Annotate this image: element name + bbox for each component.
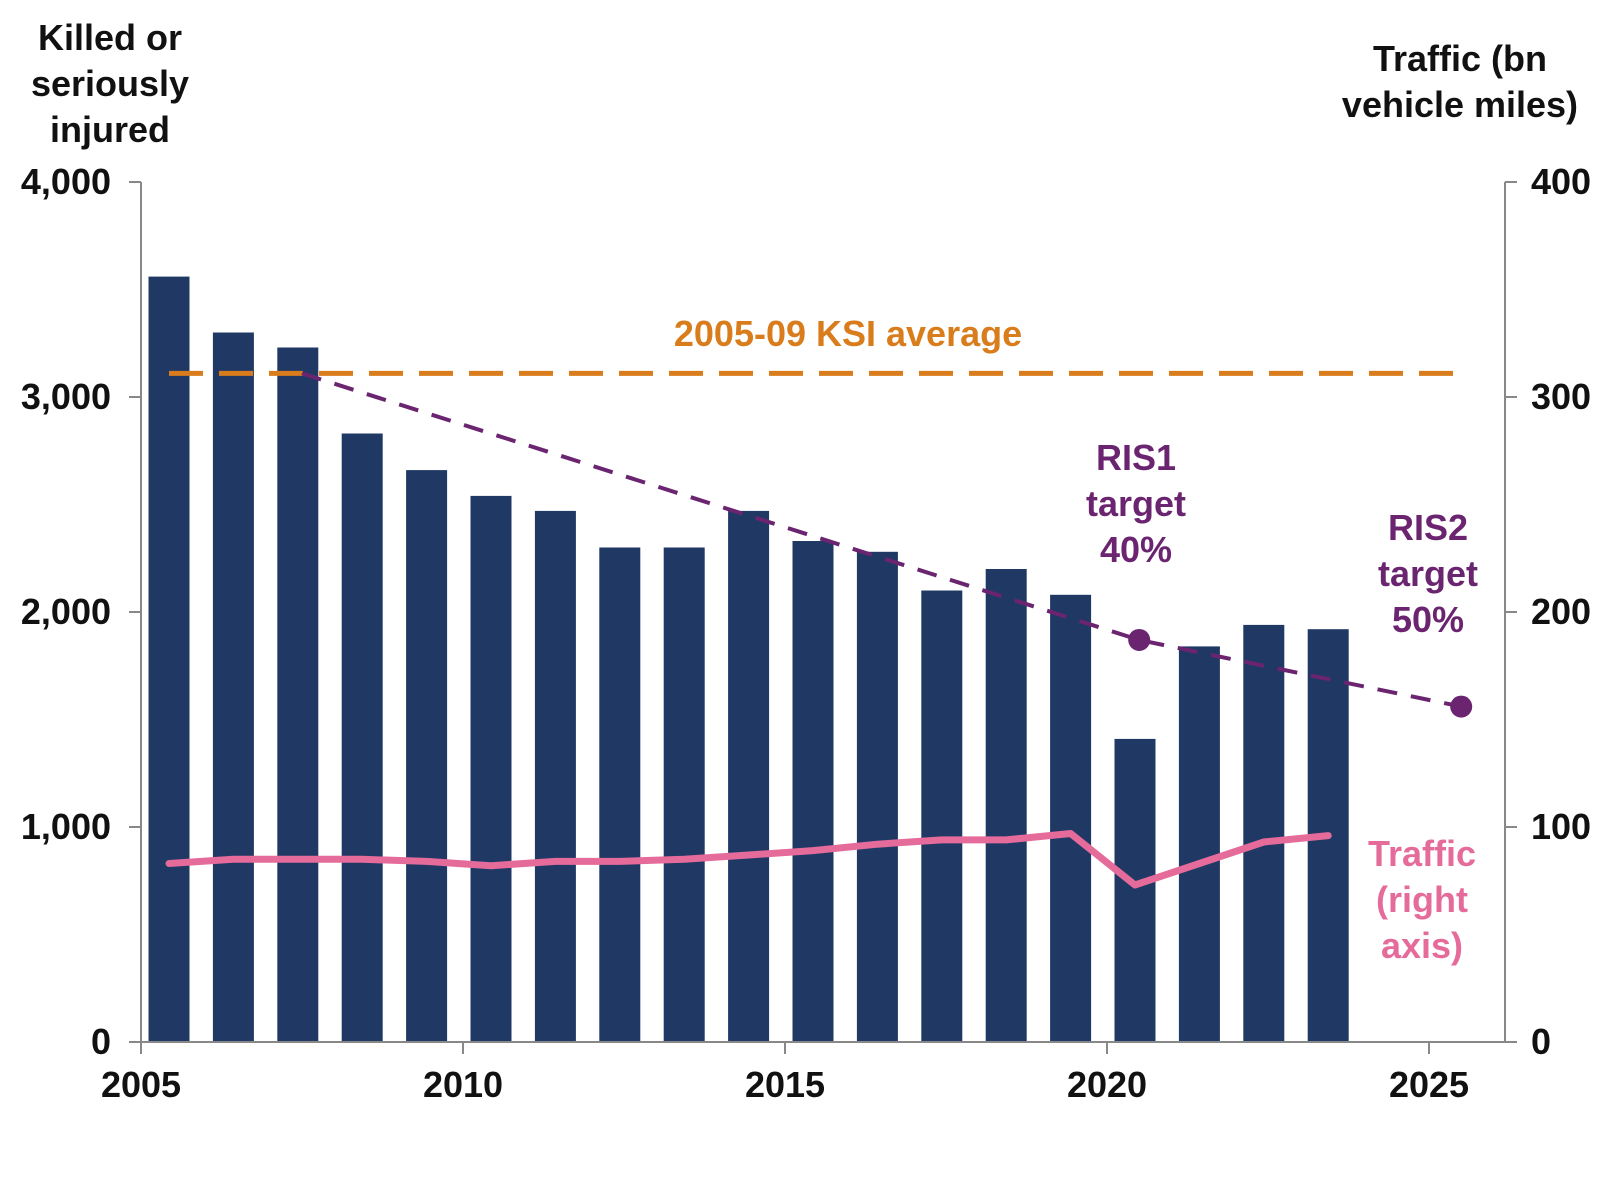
right-axis-tick-label-300: 300 [1531,376,1591,417]
left-axis-tick-label-3000: 3,000 [21,376,111,417]
traffic-line [165,830,1332,889]
ksi-bar-2011 [534,510,576,1042]
right-axis-tick-label-0: 0 [1531,1021,1551,1062]
x-axis-tick-label-2005: 2005 [101,1064,181,1105]
right-axis-title-line-1: Traffic (bn [1373,38,1547,79]
traffic-label-line-3: axis) [1381,925,1463,966]
ksi-bar-2020 [1114,738,1156,1042]
ksi-bar-2008 [341,433,383,1042]
left-axis-tick-label-2000: 2,000 [21,591,111,632]
ksi-bar-2019 [1050,594,1092,1042]
ris2-target-label-line-2: target [1378,553,1478,594]
right-axis-title-line-2: vehicle miles) [1342,84,1578,125]
ris2-target-marker [1450,695,1473,718]
ksi-bar-2015 [792,541,834,1042]
ksi-bar-2005 [148,276,190,1043]
ris2-target-label-line-1: RIS2 [1388,507,1468,548]
ris1-target-label-line-1: RIS1 [1096,437,1176,478]
ksi-bar-2022 [1243,624,1285,1042]
ksi-bar-2010 [470,495,512,1042]
axes-layer: 0 1,000 2,000 3,000 4,000 0 100 200 300 400 2005 20… [21,161,1591,1105]
x-axis-tick-label-2010: 2010 [423,1064,503,1105]
ksi-average-label: 2005-09 KSI average [674,313,1022,354]
ksi-bar-2009 [406,470,448,1043]
target-trajectory-line [301,371,1462,709]
ksi-bar-2007 [277,347,319,1042]
lines-layer [165,370,1473,889]
ksi-bar-2021 [1178,646,1220,1042]
x-axis-tick-label-2020: 2020 [1067,1064,1147,1105]
right-axis-tick-label-200: 200 [1531,591,1591,632]
ksi-bar-2013 [663,547,705,1042]
ksi-bar-2017 [921,590,963,1042]
ris1-target-label-line-2: target [1086,483,1186,524]
right-axis-tick-label-100: 100 [1531,806,1591,847]
x-axis-tick-label-2025: 2025 [1389,1064,1469,1105]
right-axis-tick-label-400: 400 [1531,161,1591,202]
traffic-label-line-1: Traffic [1368,833,1476,874]
left-axis-tick-label-4000: 4,000 [21,161,111,202]
ris2-target-label-line-3: 50% [1392,599,1464,640]
left-axis-tick-label-1000: 1,000 [21,806,111,847]
ris1-target-marker [1128,628,1151,651]
left-axis-title-line-2: seriously [31,63,189,104]
ksi-bar-2014 [728,510,770,1042]
ksi-bar-2016 [856,551,898,1042]
traffic-label-line-2: (right [1376,879,1468,920]
ksi-bar-2018 [985,569,1027,1042]
left-axis-tick-label-0: 0 [91,1021,111,1062]
ksi-bar-2006 [212,332,254,1042]
x-axis-tick-label-2015: 2015 [745,1064,825,1105]
bars-layer [148,276,1349,1043]
ris1-target-label-line-3: 40% [1100,529,1172,570]
left-axis-title-line-3: injured [50,109,170,150]
left-axis-title-line-1: Killed or [38,17,182,58]
ksi-bar-2012 [599,547,641,1042]
